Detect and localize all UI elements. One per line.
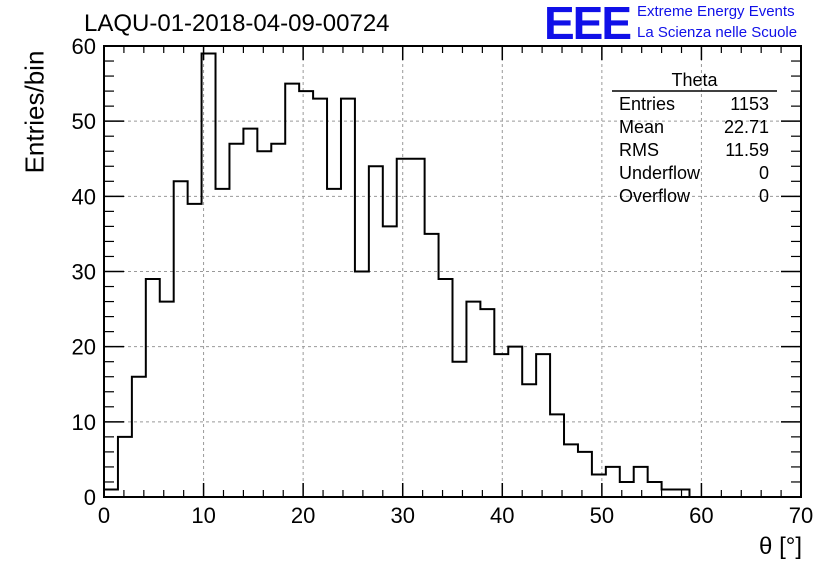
histogram-bin: [188, 204, 202, 497]
x-tick-label: 10: [191, 503, 215, 528]
histogram-bin: [466, 302, 480, 497]
histogram-bin: [257, 151, 271, 497]
stats-row-label: Overflow: [619, 186, 691, 206]
x-axis-label: θ [°]: [759, 533, 802, 560]
histogram-bin: [271, 144, 285, 497]
histogram-bin: [146, 279, 160, 497]
histogram-bin: [118, 437, 132, 497]
stats-row-label: RMS: [619, 140, 659, 160]
x-tick-label: 0: [98, 503, 110, 528]
histogram-bin: [104, 489, 118, 497]
histogram-bin: [606, 467, 620, 497]
stats-row-value: 11.59: [725, 140, 769, 160]
stats-row-value: 0: [759, 163, 769, 183]
histogram-bin: [229, 144, 243, 497]
x-tick-label: 70: [789, 503, 813, 528]
histogram-bin: [578, 452, 592, 497]
histogram-bin: [453, 362, 467, 497]
stats-row-value: 1153: [730, 94, 769, 114]
stats-box: Theta Entries 1153 Mean 22.71 RMS 11.59 Underfl…: [612, 70, 777, 206]
histogram-bin: [160, 302, 174, 497]
histogram-bin: [369, 166, 383, 497]
histogram-bin: [355, 272, 369, 498]
histogram-bin: [522, 384, 536, 497]
logo-line-2: La Scienza nelle Scuole: [637, 24, 798, 41]
x-tick-label: 30: [390, 503, 414, 528]
histogram-bin: [313, 99, 327, 497]
x-tick-label: 40: [490, 503, 514, 528]
stats-row-label: Entries: [619, 94, 675, 114]
histogram-bin: [243, 129, 257, 497]
histogram-bin: [341, 99, 355, 497]
histogram-outline: [103, 52, 801, 498]
y-tick-label: 30: [72, 260, 96, 285]
histogram-bin: [132, 377, 146, 497]
histogram-bin: [508, 347, 522, 497]
histogram-bin: [494, 354, 508, 497]
histogram-bin: [174, 181, 188, 497]
histogram-bin: [592, 474, 606, 497]
histogram-bin: [285, 84, 299, 497]
tick-labels: 0 10 20 30 40 50 60 70 0 10 20 30 40 50 60: [72, 34, 814, 528]
histogram-bin: [397, 159, 411, 497]
histogram-bin: [439, 279, 453, 497]
y-tick-label: 40: [72, 184, 96, 209]
histogram-bin: [425, 234, 439, 497]
histogram-bin: [480, 309, 494, 497]
y-tick-label: 60: [72, 34, 96, 59]
histogram-bin: [411, 159, 425, 497]
histogram-bin: [648, 482, 662, 497]
y-tick-label: 0: [84, 485, 96, 510]
histogram-bin: [536, 354, 550, 497]
histogram-bin: [564, 444, 578, 497]
histogram-bin: [620, 482, 634, 497]
histogram-bin: [383, 226, 397, 497]
histogram-bin: [216, 189, 230, 497]
y-tick-label: 50: [72, 109, 96, 134]
histogram-bin: [662, 489, 676, 497]
plot-frame: [103, 45, 802, 498]
histogram-bin: [676, 489, 690, 497]
chart-title: LAQU-01-2018-04-09-00724: [84, 10, 390, 37]
histogram-bin: [550, 414, 564, 497]
stats-row-label: Mean: [619, 117, 664, 137]
y-tick-label: 10: [72, 410, 96, 435]
histogram-bin: [202, 54, 216, 497]
x-tick-label: 50: [590, 503, 614, 528]
histogram-bin: [327, 189, 341, 497]
axis-ticks: [103, 45, 802, 498]
x-tick-label: 20: [291, 503, 315, 528]
stats-row-value: 22.71: [724, 117, 769, 137]
stats-row-label: Underflow: [619, 163, 701, 183]
stats-box-title: Theta: [671, 70, 718, 90]
x-tick-label: 60: [689, 503, 713, 528]
stats-row-value: 0: [759, 186, 769, 206]
eee-logo: EEE: [544, 0, 632, 49]
histogram-bin: [299, 91, 313, 497]
y-tick-label: 20: [72, 335, 96, 360]
logo-line-1: Extreme Energy Events: [637, 3, 795, 20]
histogram-bin: [634, 467, 648, 497]
